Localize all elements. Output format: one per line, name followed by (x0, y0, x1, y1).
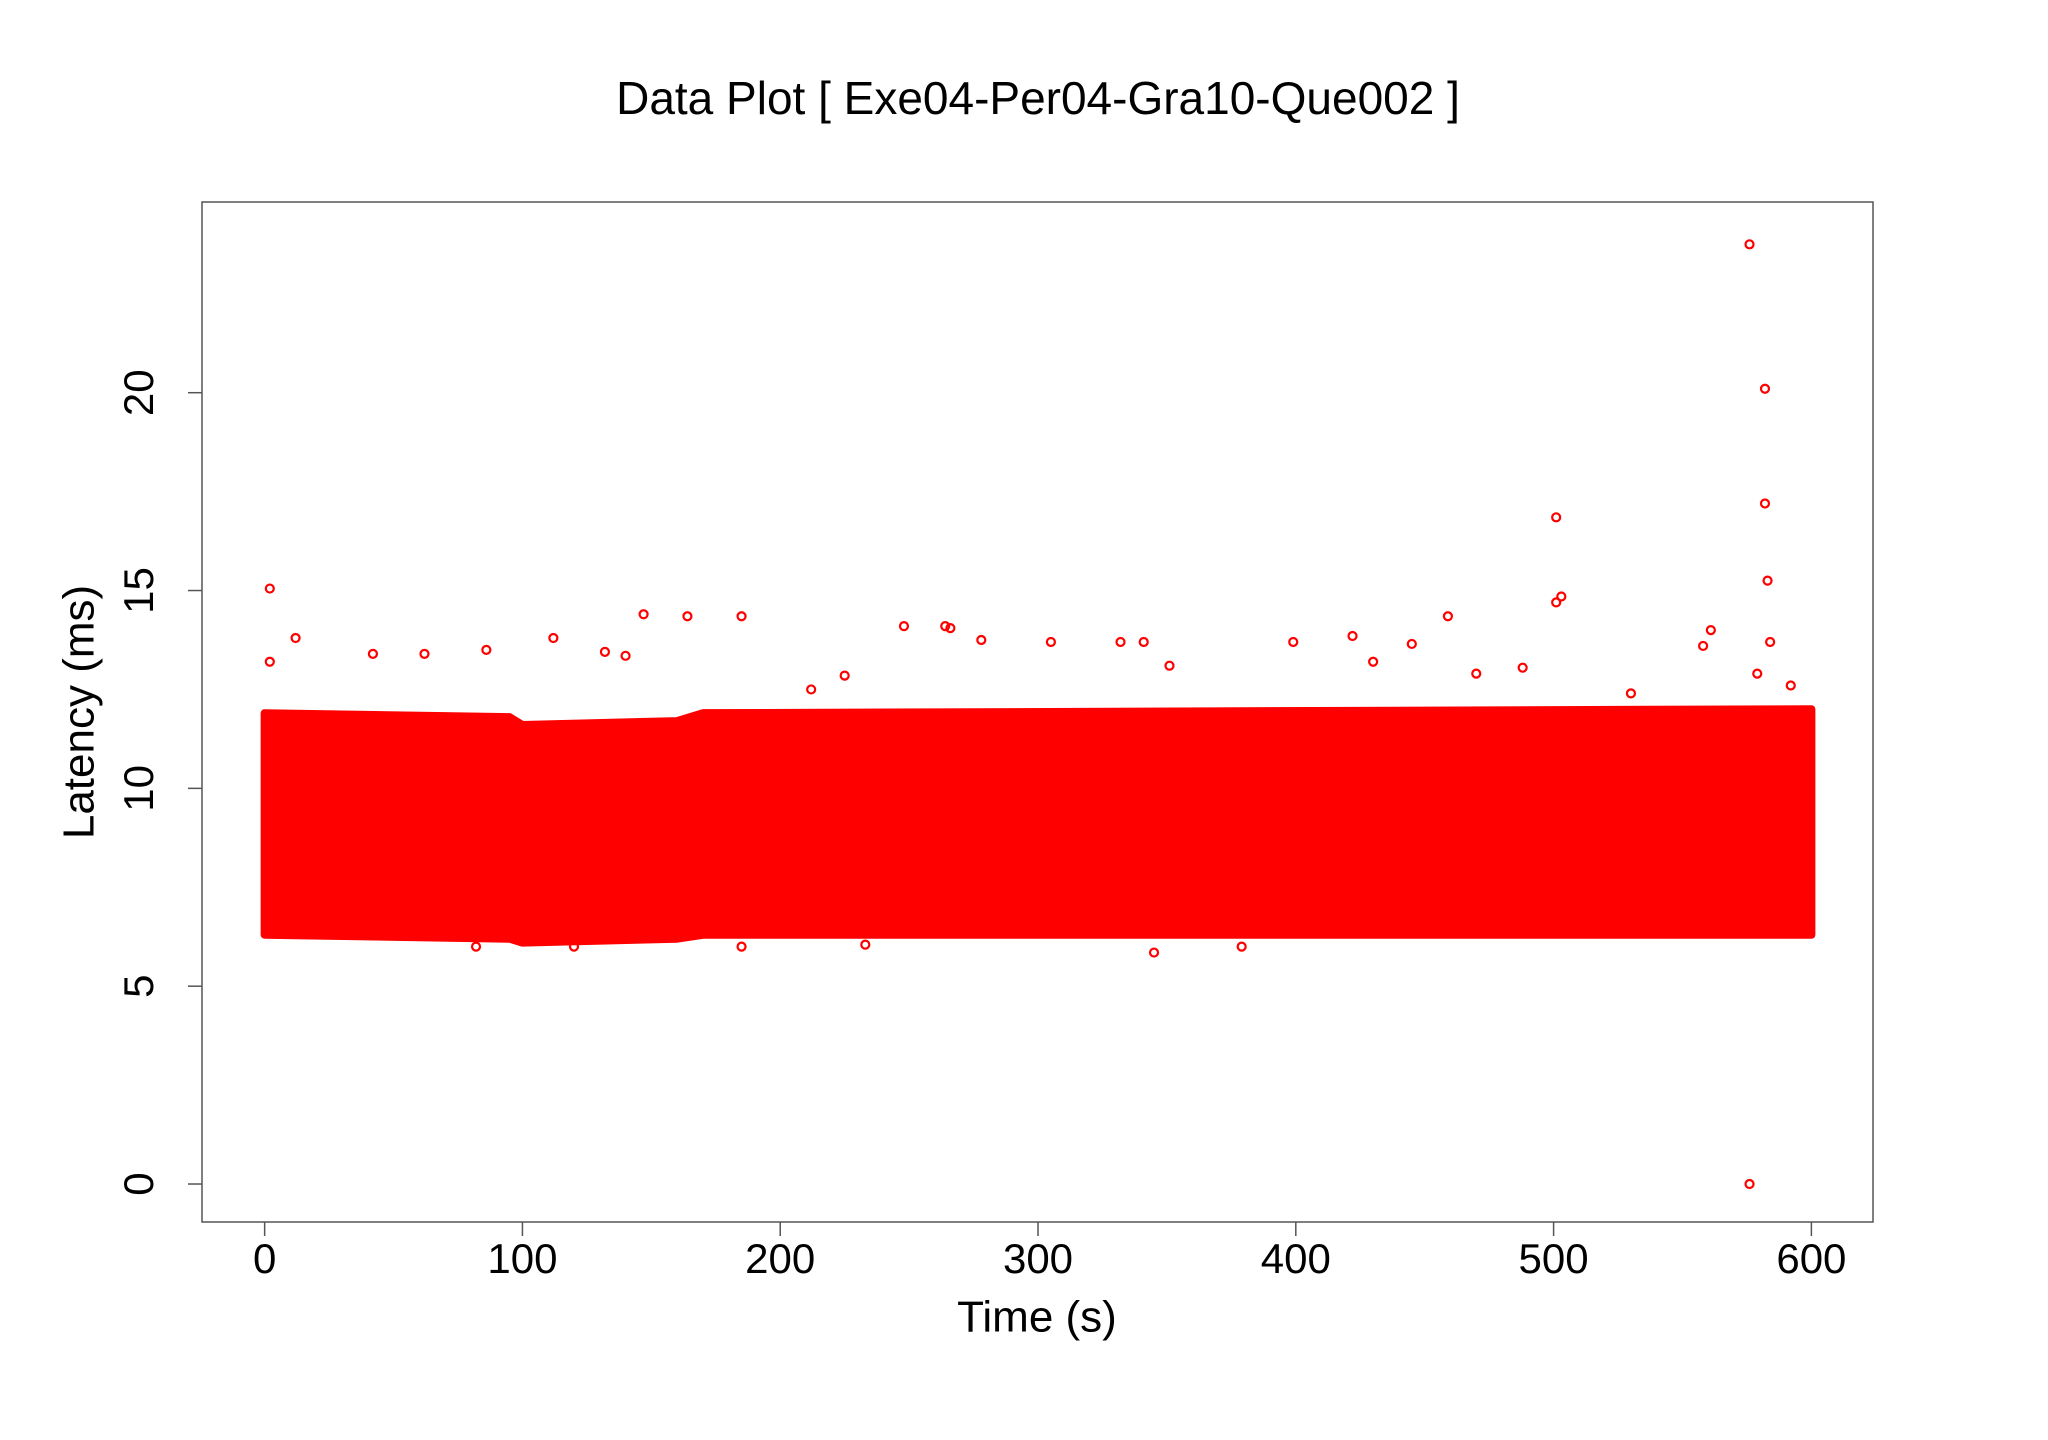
y-axis-label: Latency (ms) (55, 585, 104, 839)
data-point (1288, 636, 1299, 648)
data-point (1045, 636, 1057, 648)
data-point (1551, 597, 1562, 608)
data-point (839, 670, 850, 681)
data-point (290, 632, 301, 644)
data-point (806, 684, 817, 695)
x-tick-label: 100 (487, 1235, 557, 1282)
data-point (1115, 636, 1126, 648)
data-point (1759, 383, 1771, 394)
data-point (264, 583, 275, 594)
data-point (1785, 680, 1796, 691)
x-axis-label: Time (s) (957, 1293, 1117, 1342)
data-point (1347, 630, 1358, 642)
data-point (1551, 512, 1562, 523)
data-point (1698, 640, 1709, 652)
chart-title: Data Plot [ Exe04-Per04-Gra10-Que002 ] (616, 72, 1460, 124)
data-point (1752, 668, 1763, 679)
data-point (419, 648, 430, 659)
x-tick-label: 400 (1261, 1235, 1331, 1282)
data-point (1471, 668, 1482, 679)
data-point (1556, 591, 1567, 602)
y-tick-label: 10 (115, 765, 162, 812)
data-point (1236, 941, 1247, 952)
data-point (367, 648, 379, 659)
data-point (945, 623, 956, 634)
data-point (548, 632, 559, 644)
data-point (1368, 656, 1379, 667)
x-tick-label: 600 (1776, 1235, 1846, 1282)
data-point (940, 621, 951, 632)
data-point (1148, 947, 1160, 958)
data-point (1705, 624, 1716, 636)
data-point (682, 611, 693, 622)
x-tick-label: 500 (1519, 1235, 1589, 1282)
data-point (898, 621, 910, 632)
data-point (1517, 662, 1528, 673)
data-point (1744, 239, 1755, 250)
data-point (1744, 1178, 1755, 1190)
y-tick-label: 20 (115, 369, 162, 416)
data-point (1625, 688, 1637, 699)
data-point (470, 941, 482, 952)
data-point (620, 650, 631, 661)
x-tick-label: 200 (745, 1235, 815, 1282)
x-tick-label: 0 (253, 1235, 276, 1282)
y-tick-label: 0 (115, 1172, 162, 1195)
data-point (860, 939, 871, 950)
data-point (1759, 498, 1771, 509)
y-tick-label: 5 (115, 975, 162, 998)
data-point (736, 611, 747, 622)
data-point (264, 656, 275, 667)
data-point (1762, 575, 1773, 586)
data-point (568, 941, 580, 952)
dense-points-band (260, 705, 1816, 947)
data-point (638, 609, 649, 620)
data-point (1138, 636, 1149, 648)
data-point (599, 646, 611, 657)
data-point (1164, 660, 1175, 671)
data-point (1442, 611, 1454, 622)
data-point (1765, 636, 1776, 648)
y-tick-label: 15 (115, 567, 162, 614)
data-point (481, 644, 492, 655)
x-tick-label: 300 (1003, 1235, 1073, 1282)
data-point (976, 634, 987, 646)
data-point (1406, 638, 1417, 650)
data-point (736, 941, 747, 952)
